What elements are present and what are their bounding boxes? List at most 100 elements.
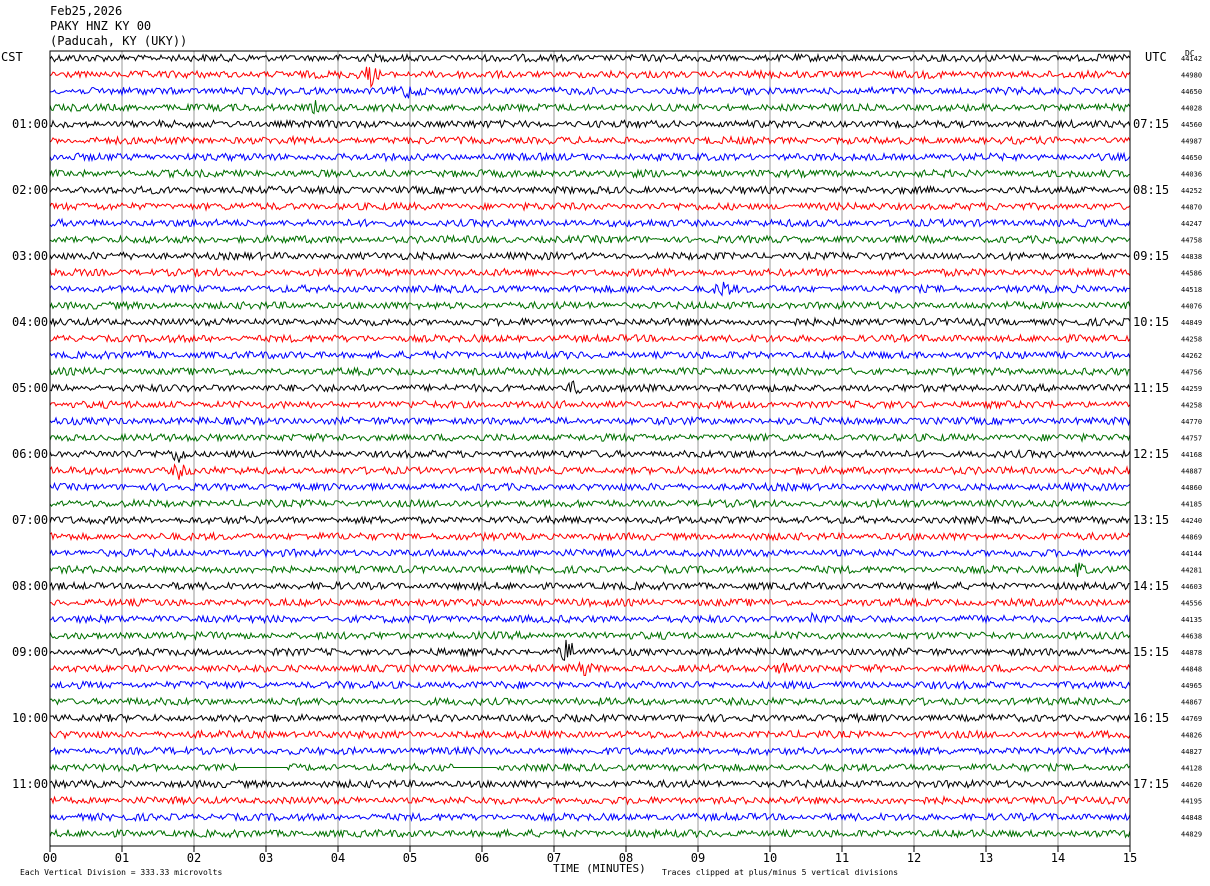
dc-offset-11: 44758 bbox=[1181, 237, 1202, 245]
dc-offset-30: 44144 bbox=[1181, 550, 1202, 558]
dc-offset-27: 44185 bbox=[1181, 501, 1202, 509]
dc-offset-1: 44980 bbox=[1181, 72, 1202, 80]
dc-offset-0: 44142 bbox=[1181, 55, 1202, 63]
right-hour-label: 10:15 bbox=[1133, 315, 1169, 329]
trace-20 bbox=[49, 380, 1131, 395]
x-tick-label-13: 13 bbox=[979, 851, 993, 865]
trace-16 bbox=[49, 316, 1131, 328]
x-tick-label-04: 04 bbox=[331, 851, 345, 865]
x-tick-label-15: 15 bbox=[1123, 851, 1137, 865]
dc-offset-44: 44620 bbox=[1181, 781, 1202, 789]
dc-offset-6: 44650 bbox=[1181, 154, 1202, 162]
trace-22 bbox=[49, 415, 1131, 427]
dc-offset-35: 44638 bbox=[1181, 633, 1202, 641]
dc-offset-47: 44829 bbox=[1181, 831, 1202, 839]
right-hour-label: 15:15 bbox=[1133, 645, 1169, 659]
trace-40 bbox=[49, 712, 1131, 724]
right-hour-label: 12:15 bbox=[1133, 447, 1169, 461]
right-hour-label: 07:15 bbox=[1133, 117, 1169, 131]
trace-36 bbox=[49, 639, 1131, 661]
trace-43 bbox=[49, 762, 1131, 773]
dc-offset-5: 44987 bbox=[1181, 138, 1202, 146]
trace-38 bbox=[49, 679, 1131, 691]
dc-offset-34: 44135 bbox=[1181, 616, 1202, 624]
left-hour-label: 09:00 bbox=[12, 645, 48, 659]
dc-offset-25: 44887 bbox=[1181, 468, 1202, 476]
dc-offset-43: 44128 bbox=[1181, 765, 1202, 773]
trace-23 bbox=[49, 432, 1131, 443]
trace-39 bbox=[49, 696, 1131, 707]
dc-offset-16: 44849 bbox=[1181, 319, 1202, 327]
x-tick-label-09: 09 bbox=[691, 851, 705, 865]
x-tick-label-01: 01 bbox=[115, 851, 129, 865]
x-tick-label-00: 00 bbox=[43, 851, 57, 865]
trace-3 bbox=[49, 100, 1131, 115]
trace-21 bbox=[49, 399, 1131, 410]
x-tick-label-11: 11 bbox=[835, 851, 849, 865]
trace-5 bbox=[49, 134, 1131, 146]
dc-offset-17: 44258 bbox=[1181, 336, 1202, 344]
x-tick-label-08: 08 bbox=[619, 851, 633, 865]
x-tick-label-03: 03 bbox=[259, 851, 273, 865]
left-hour-label: 08:00 bbox=[12, 579, 48, 593]
dc-offset-26: 44860 bbox=[1181, 484, 1202, 492]
trace-1 bbox=[49, 66, 1131, 89]
dc-label: DC bbox=[1185, 49, 1195, 58]
dc-offset-22: 44770 bbox=[1181, 418, 1202, 426]
dc-offset-8: 44252 bbox=[1181, 187, 1202, 195]
trace-8 bbox=[49, 184, 1131, 196]
clip-note: Traces clipped at plus/minus 5 vertical … bbox=[662, 868, 899, 877]
dc-offset-15: 44076 bbox=[1181, 303, 1202, 311]
trace-35 bbox=[49, 630, 1131, 642]
chart-date: Feb25,2026 bbox=[50, 4, 123, 18]
left-hour-label: 07:00 bbox=[12, 513, 48, 527]
right-hour-label: 11:15 bbox=[1133, 381, 1169, 395]
right-timezone-label: UTC bbox=[1145, 50, 1167, 64]
trace-32 bbox=[49, 580, 1131, 592]
trace-17 bbox=[49, 333, 1131, 344]
left-hour-label: 11:00 bbox=[12, 777, 48, 791]
trace-15 bbox=[49, 300, 1131, 311]
trace-42 bbox=[49, 745, 1131, 757]
right-hour-label: 17:15 bbox=[1133, 777, 1169, 791]
chart-axes bbox=[49, 50, 1131, 852]
dc-offset-46: 44848 bbox=[1181, 814, 1202, 822]
trace-33 bbox=[49, 597, 1131, 609]
dc-offset-20: 44259 bbox=[1181, 385, 1202, 393]
x-tick-label-14: 14 bbox=[1051, 851, 1065, 865]
trace-0 bbox=[49, 52, 1131, 64]
right-hour-label: 09:15 bbox=[1133, 249, 1169, 263]
dc-offset-24: 44168 bbox=[1181, 451, 1202, 459]
dc-offset-21: 44258 bbox=[1181, 402, 1202, 410]
trace-25 bbox=[49, 463, 1131, 480]
dc-offset-40: 44769 bbox=[1181, 715, 1202, 723]
trace-19 bbox=[49, 366, 1131, 377]
dc-offset-28: 44240 bbox=[1181, 517, 1202, 525]
dc-offset-39: 44867 bbox=[1181, 699, 1202, 707]
trace-34 bbox=[49, 611, 1131, 625]
trace-6 bbox=[49, 151, 1131, 163]
trace-7 bbox=[49, 168, 1131, 180]
dc-offset-23: 44757 bbox=[1181, 435, 1202, 443]
station-code: PAKY HNZ KY 00 bbox=[50, 19, 152, 33]
plot-frame bbox=[49, 50, 1131, 847]
left-hour-label: 01:00 bbox=[12, 117, 48, 131]
station-location: (Paducah, KY (UKY)) bbox=[50, 34, 188, 48]
trace-9 bbox=[49, 201, 1131, 212]
x-tick-label-02: 02 bbox=[187, 851, 201, 865]
trace-30 bbox=[49, 547, 1131, 559]
dc-offset-37: 44848 bbox=[1181, 666, 1202, 674]
trace-28 bbox=[49, 514, 1131, 526]
dc-offset-41: 44826 bbox=[1181, 732, 1202, 740]
left-timezone-label: CST bbox=[1, 50, 23, 64]
trace-12 bbox=[49, 250, 1131, 262]
trace-14 bbox=[49, 281, 1131, 297]
dc-offset-4: 44560 bbox=[1181, 121, 1202, 129]
right-hour-label: 08:15 bbox=[1133, 183, 1169, 197]
dc-offset-13: 44586 bbox=[1181, 270, 1202, 278]
dc-offset-12: 44838 bbox=[1181, 253, 1202, 261]
trace-11 bbox=[49, 233, 1131, 245]
x-tick-label-06: 06 bbox=[475, 851, 489, 865]
dc-offset-31: 44281 bbox=[1181, 567, 1202, 575]
